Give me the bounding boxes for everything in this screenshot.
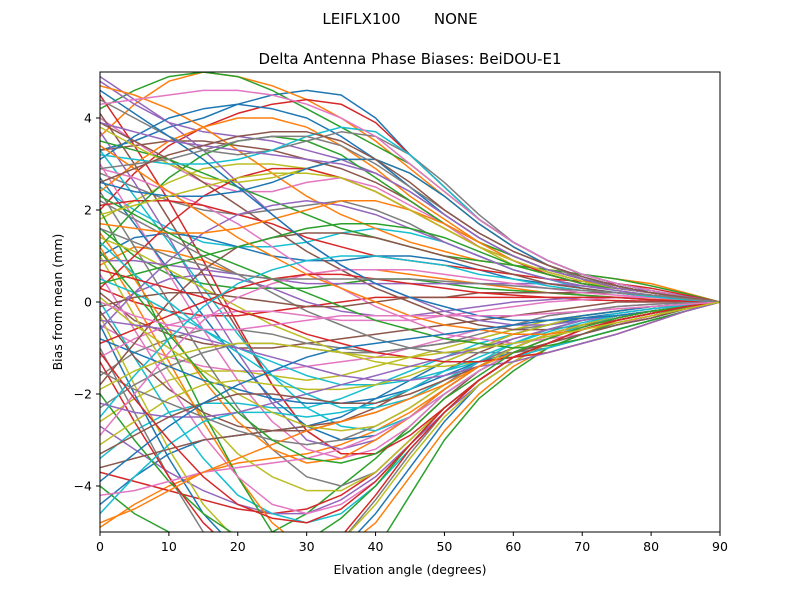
chart-title: Delta Antenna Phase Biases: BeiDOU-E1 [259,50,562,68]
series-line-60 [100,301,720,515]
x-tick-label-2: 20 [230,539,246,554]
series-line-67 [100,269,720,436]
series-line-91 [100,301,720,482]
series-line-87 [100,89,720,303]
x-tick-label-7: 70 [574,539,590,554]
series-line-97 [100,301,720,331]
y-tick-label-3: 2 [84,203,92,218]
x-tick-label-4: 40 [368,539,384,554]
series-line-81 [100,89,720,322]
y-axis: −4 −2 0 2 4 [74,111,100,494]
figure-suptitle: LEIFLX100 NONE [322,10,477,28]
y-tick-label-0: −4 [74,479,92,494]
x-tick-label-0: 0 [96,539,104,554]
series-line-85 [100,301,720,381]
series-line-93 [100,250,720,464]
x-tick-label-6: 60 [505,539,521,554]
x-tick-label-9: 90 [712,539,728,554]
series-line-96 [100,131,720,303]
x-axis: 0 10 20 30 40 50 60 70 80 90 [96,532,728,554]
x-tick-label-8: 80 [643,539,659,554]
series-layer [100,72,720,532]
y-tick-label-4: 4 [84,111,92,126]
series-line-83 [100,195,720,349]
series-line-74 [100,273,720,345]
series-line-58 [100,301,720,409]
y-axis-label: Bias from mean (mm) [50,234,65,371]
y-tick-label-1: −2 [74,387,92,402]
x-tick-label-1: 10 [161,539,177,554]
x-tick-label-3: 30 [299,539,315,554]
y-tick-label-2: 0 [84,295,92,310]
x-tick-label-5: 50 [436,539,452,554]
series-line-98 [100,227,720,303]
series-line-99 [100,301,720,391]
series-line-94 [100,301,720,524]
x-axis-label: Elvation angle (degrees) [333,562,486,577]
